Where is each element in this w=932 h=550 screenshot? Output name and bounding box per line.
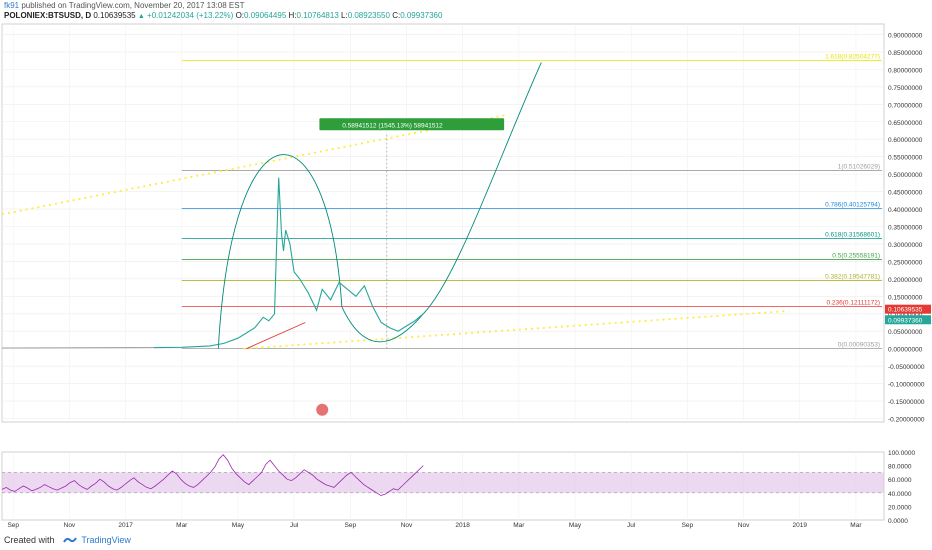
time-tick-label: Mar	[850, 522, 862, 529]
open-value: 0.09064495	[244, 11, 287, 20]
time-tick-label: Nov	[64, 522, 76, 529]
low-value: 0.08923550	[347, 11, 390, 20]
close-price-tag-label: 0.09937360	[888, 317, 923, 324]
fib-level-label: 0(0.00090353)	[838, 341, 880, 348]
price-tick-label: 0.00000000	[888, 347, 923, 354]
tradingview-logo-icon	[63, 536, 77, 546]
lower-trendline	[243, 310, 789, 350]
fib-level-label: 1.618(0.82504277)	[825, 54, 880, 61]
price-tick-label: 0.35000000	[888, 224, 923, 231]
time-tick-label: Nov	[738, 522, 750, 529]
time-tick-label: Jul	[290, 522, 299, 529]
time-tick-label: Jul	[627, 522, 636, 529]
rsi-tick-label: 80.0000	[888, 464, 912, 471]
price-tick-label: 0.65000000	[888, 120, 923, 127]
low-label: L:	[341, 11, 348, 20]
price-change: +0.01242034 (+13.22%)	[147, 11, 234, 20]
chart-canvas[interactable]: 0.90000000 0.85000000 0.80000000 0.75000000…	[0, 22, 932, 533]
publish-info: fk91 published on TradingView.com, Novem…	[4, 1, 244, 11]
rsi-line	[1, 454, 424, 496]
close-label: C:	[392, 11, 401, 20]
price-tick-label: 0.75000000	[888, 85, 923, 92]
time-tick-label: Sep	[7, 522, 19, 529]
fib-level-label: 0.5(0.25558191)	[832, 252, 880, 259]
close-price-tag	[885, 315, 931, 325]
author-link[interactable]: fk91	[4, 1, 20, 10]
time-tick-label: 2019	[792, 522, 807, 529]
fib-level-label: 0.786(0.40125794)	[825, 202, 880, 209]
rsi-tick-label: 100.0000	[888, 450, 915, 457]
fib-level-label: 0.618(0.31568601)	[825, 231, 880, 238]
tradingview-link[interactable]: TradingView	[81, 535, 131, 545]
time-tick-label: 2017	[118, 522, 133, 529]
high-value: 0.10764813	[296, 11, 339, 20]
last-price: 0.10639535	[93, 11, 136, 20]
red-trend-segment	[246, 322, 306, 350]
fib-level-label: 0.382(0.19547781)	[825, 273, 880, 280]
price-tick-label: 0.90000000	[888, 32, 923, 39]
rsi-tick-label: 60.0000	[888, 477, 912, 484]
time-tick-label: Nov	[401, 522, 413, 529]
high-label: H:	[288, 11, 297, 20]
price-tick-label: 0.25000000	[888, 259, 923, 266]
price-tick-label: -0.05000000	[888, 364, 925, 371]
time-tick-label: Sep	[345, 522, 357, 529]
fib-level-label: 1(0.51026029)	[838, 164, 880, 171]
legend-line: POLONIEX:BTSUSD, D 0.10639535 ▲ +0.01242…	[4, 11, 442, 22]
price-tick-label: 0.60000000	[888, 137, 923, 144]
price-line	[153, 177, 424, 349]
last-price-tag-label: 0.10639535	[888, 307, 923, 314]
notification-icon	[316, 403, 329, 416]
price-tick-label: 0.85000000	[888, 50, 923, 57]
price-tick-label: 0.45000000	[888, 190, 923, 197]
last-price-tag	[885, 304, 931, 314]
fib-level-label: 0.236(0.12111172)	[827, 299, 881, 306]
price-tick-label: 0.20000000	[888, 277, 923, 284]
time-tick-label: May	[569, 522, 582, 529]
rsi-tick-label: 40.0000	[888, 491, 912, 498]
rsi-band	[2, 472, 884, 493]
time-tick-label: Mar	[176, 522, 188, 529]
price-tick-label: 0.05000000	[888, 329, 923, 336]
time-tick-label: May	[232, 522, 245, 529]
price-pane	[1, 23, 885, 423]
price-tick-label: 0.80000000	[888, 67, 923, 74]
rsi-tick-label: 20.0000	[888, 504, 912, 511]
symbol-label: POLONIEX:BTSUSD, D	[4, 11, 92, 20]
price-tick-label: -0.20000000	[888, 417, 925, 424]
price-tick-label: -0.10000000	[888, 382, 925, 389]
price-tick-label: -0.15000000	[888, 399, 925, 406]
close-value: 0.09937360	[400, 11, 443, 20]
time-tick-label: Sep	[682, 522, 694, 529]
price-tick-label: 0.55000000	[888, 155, 923, 162]
publish-text: published on TradingView.com, November 2…	[21, 1, 245, 10]
cup-arc-projection	[217, 62, 542, 349]
price-tick-label: 0.70000000	[888, 102, 923, 109]
price-tick-label: 0.40000000	[888, 207, 923, 214]
rsi-tick-label: 0.0000	[888, 518, 908, 525]
arrow-up-icon: ▲	[137, 13, 145, 20]
price-tick-label: 0.15000000	[888, 294, 923, 301]
price-tick-label: 0.30000000	[888, 242, 923, 249]
footer: Created with TradingView	[4, 535, 131, 546]
measure-label: 0.58941512 (1545.13%) 58941512	[342, 122, 443, 129]
open-label: O:	[235, 11, 245, 20]
upper-trendline	[1, 113, 508, 216]
time-tick-label: Mar	[513, 522, 525, 529]
price-tick-label: 0.50000000	[888, 172, 923, 179]
measure-badge	[319, 118, 505, 131]
time-tick-label: 2018	[455, 522, 470, 529]
created-with-text: Created with	[4, 535, 55, 545]
